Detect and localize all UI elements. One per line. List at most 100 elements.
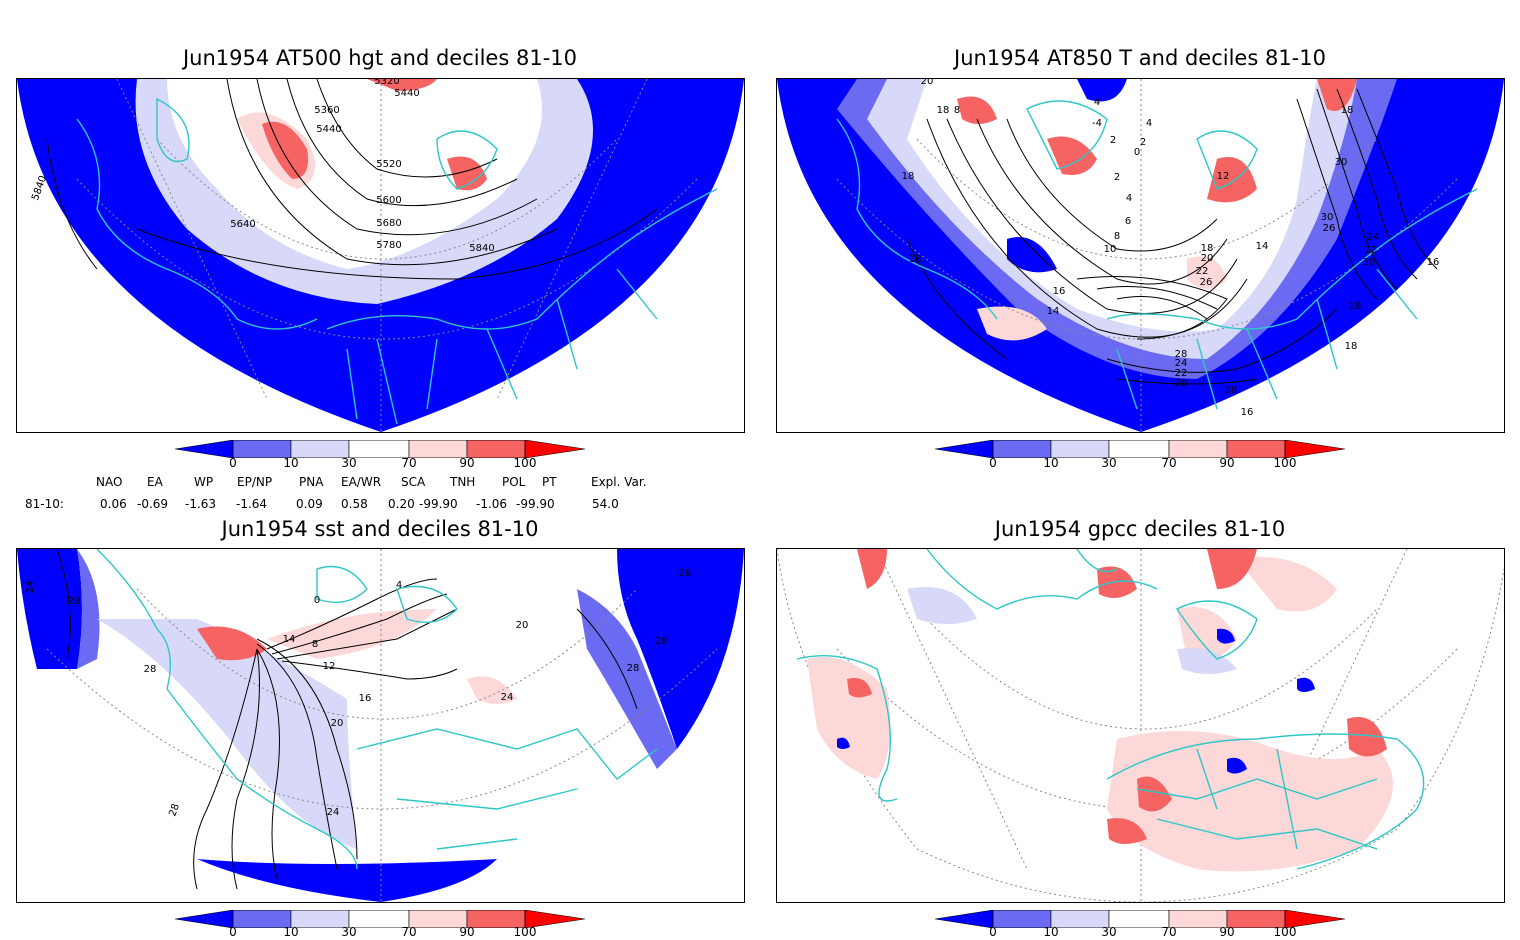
contour-label: 14 <box>1256 241 1269 252</box>
map-panel-sst: 24 28 28 0 4 8 12 14 16 20 24 28 24 20 2… <box>16 548 745 903</box>
contour-label: 26 <box>1323 223 1336 234</box>
colorbar-tick: 90 <box>459 456 475 470</box>
contour-label: 18 <box>1201 243 1214 254</box>
tele-value: 0.20 <box>388 497 415 511</box>
contour-label: 24 <box>1175 358 1188 369</box>
contour-label: 2 <box>1114 172 1120 183</box>
colorbar-tick: 10 <box>1043 925 1059 939</box>
contour-label: 8 <box>954 105 960 116</box>
tele-value: 54.0 <box>592 497 619 511</box>
panel-title-t850: Jun1954 AT850 T and deciles 81-10 <box>954 46 1326 70</box>
contour-label: 14 <box>283 634 296 645</box>
contour-label: 24 <box>1367 232 1380 243</box>
contour-label: 2 <box>1110 135 1116 146</box>
contour-label: 18 <box>937 105 950 116</box>
contour-label: 4 <box>1094 97 1100 108</box>
contour-label: 24 <box>25 581 36 594</box>
tele-header: Expl. Var. <box>591 475 647 489</box>
tele-header: PNA <box>299 475 324 489</box>
colorbar-tick: 100 <box>1273 925 1297 939</box>
tele-row-label: 81-10: <box>25 497 64 511</box>
contour-label: 28 <box>655 636 668 647</box>
contour-label: 20 <box>1201 253 1214 264</box>
map-panel-hgt500: 5320 5360 5440 5440 5520 5600 5680 5780 … <box>16 78 745 433</box>
tele-header: WP <box>194 475 214 489</box>
contour-label: 20 <box>1175 378 1188 389</box>
contour-label: 16 <box>1241 407 1254 418</box>
colorbar-tick: 90 <box>1219 456 1235 470</box>
tele-value: -1.63 <box>185 497 217 511</box>
tele-header: EP/NP <box>237 475 273 489</box>
tele-value: -0.69 <box>137 497 169 511</box>
contour-label: 26 <box>1200 277 1213 288</box>
colorbar-tick: 70 <box>1161 456 1177 470</box>
contour-label: 5520 <box>376 159 401 170</box>
contour-label: 28 <box>167 802 182 818</box>
colorbar-swatches <box>934 909 1346 929</box>
colorbar-tick: 10 <box>283 925 299 939</box>
map-panel-gpcc <box>776 548 1505 903</box>
contour-label: 18 <box>909 254 922 265</box>
contour-label: 5360 <box>314 105 339 116</box>
contour-label: 12 <box>1217 171 1230 182</box>
colorbar-sst: 0 10 30 70 90 100 <box>174 909 586 940</box>
contour-label: 0 <box>1134 147 1140 158</box>
contour-label: 20 <box>331 718 344 729</box>
contour-label: 5600 <box>376 195 401 206</box>
contour-label: 8 <box>1114 231 1120 242</box>
contour-label: 20 <box>921 79 934 87</box>
contour-label: 28 <box>1175 349 1188 360</box>
panel-title-sst: Jun1954 sst and deciles 81-10 <box>221 517 539 541</box>
colorbar-tick: 0 <box>229 925 237 939</box>
contour-label: 18 <box>1341 105 1354 116</box>
contour-label: 5840 <box>469 243 494 254</box>
colorbar-tick: 30 <box>1101 456 1117 470</box>
colorbar-swatches <box>174 909 586 929</box>
colorbar-gpcc: 0 10 30 70 90 100 <box>934 909 1346 940</box>
colorbar-tick: 0 <box>989 925 997 939</box>
colorbar-t850: 0 10 30 70 90 100 <box>934 439 1346 476</box>
contour-label: 18 <box>1349 301 1362 312</box>
teleconnection-table: NAO EA WP EP/NP PNA EA/WR SCA TNH POL PT… <box>0 475 760 515</box>
map-panel-t850: 20 18 8 18 4 -4 4 2 2 0 2 4 6 8 10 12 14… <box>776 78 1505 433</box>
tele-header: PT <box>542 475 557 489</box>
colorbar-tick: 90 <box>1219 925 1235 939</box>
tele-value: -99.90 <box>516 497 555 511</box>
tele-header: NAO <box>96 475 123 489</box>
tele-value: -1.06 <box>476 497 508 511</box>
tele-value: 0.06 <box>100 497 127 511</box>
contour-label: 16 <box>1427 257 1440 268</box>
contour-label: 22 <box>1175 368 1188 379</box>
colorbar-swatches <box>174 439 586 459</box>
contour-label: 24 <box>501 692 514 703</box>
contour-label: 28 <box>627 663 640 674</box>
contour-label: 4 <box>396 580 402 591</box>
contour-label: 5780 <box>376 240 401 251</box>
contour-label: -4 <box>1092 118 1102 129</box>
contour-label: 5440 <box>316 124 341 135</box>
colorbar-tick: 70 <box>401 456 417 470</box>
colorbar-tick: 30 <box>341 925 357 939</box>
contour-label: 22 <box>1196 266 1209 277</box>
contour-label: 28 <box>68 596 81 607</box>
colorbar-tick: 10 <box>1043 456 1059 470</box>
colorbar-tick: 100 <box>513 456 537 470</box>
contour-label: 5680 <box>376 218 401 229</box>
tele-value: 0.58 <box>341 497 368 511</box>
colorbar-tick: 30 <box>1101 925 1117 939</box>
contour-label: 5440 <box>394 88 419 99</box>
colorbar-tick: 90 <box>459 925 475 939</box>
contour-label: 8 <box>312 639 318 650</box>
contour-label: 12 <box>323 661 336 672</box>
colorbar-tick: 70 <box>1161 925 1177 939</box>
colorbar-hgt500: 0 10 30 70 90 100 <box>174 439 586 476</box>
contour-label: 16 <box>1053 286 1066 297</box>
contour-label: 2 <box>1140 137 1146 148</box>
contour-label: 5840 <box>30 174 49 202</box>
colorbar-tick: 0 <box>229 456 237 470</box>
contour-label: 5320 <box>374 79 399 87</box>
colorbar-tick: 100 <box>513 925 537 939</box>
contour-label: 28 <box>679 568 692 579</box>
contour-label: 16 <box>359 693 372 704</box>
panel-title-gpcc: Jun1954 gpcc deciles 81-10 <box>994 517 1286 541</box>
